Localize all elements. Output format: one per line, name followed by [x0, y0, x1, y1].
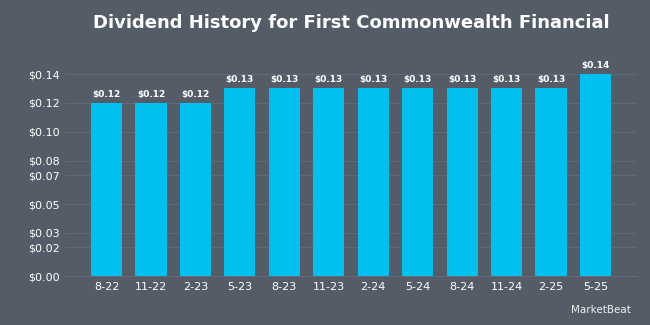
Title: Dividend History for First Commonwealth Financial: Dividend History for First Commonwealth …	[93, 14, 609, 32]
Text: MarketBeat: MarketBeat	[571, 305, 630, 315]
Bar	[580, 74, 611, 276]
Text: $0.13: $0.13	[359, 75, 387, 84]
Bar	[358, 88, 389, 276]
Text: $0.13: $0.13	[226, 75, 254, 84]
Bar	[402, 88, 433, 276]
Text: $0.12: $0.12	[137, 90, 165, 98]
Text: $0.13: $0.13	[448, 75, 476, 84]
Bar	[269, 88, 300, 276]
Bar	[180, 103, 211, 276]
Text: $0.14: $0.14	[581, 61, 610, 70]
Text: $0.13: $0.13	[537, 75, 565, 84]
Bar	[313, 88, 345, 276]
Text: $0.13: $0.13	[404, 75, 432, 84]
Text: $0.13: $0.13	[493, 75, 521, 84]
Text: $0.13: $0.13	[270, 75, 298, 84]
Bar	[447, 88, 478, 276]
Bar	[536, 88, 567, 276]
Bar	[91, 103, 122, 276]
Text: $0.13: $0.13	[315, 75, 343, 84]
Text: $0.12: $0.12	[92, 90, 121, 98]
Bar	[224, 88, 255, 276]
Text: $0.12: $0.12	[181, 90, 209, 98]
Bar	[491, 88, 522, 276]
Bar	[135, 103, 166, 276]
